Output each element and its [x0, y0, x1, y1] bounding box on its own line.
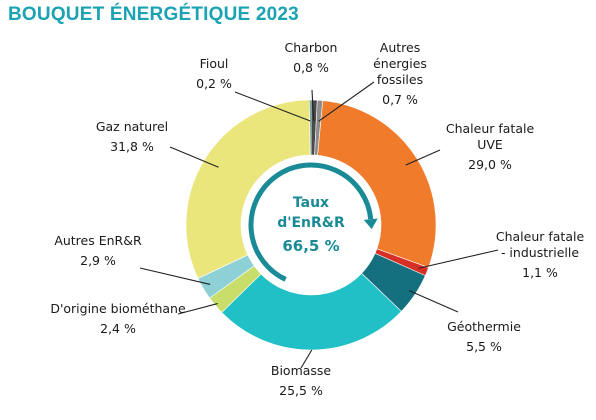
leader-line-gaz-naturel [169, 146, 219, 168]
label-fioul: Fioul [200, 56, 229, 71]
leader-line-chaleur-fatale-industrielle [418, 249, 499, 269]
label-autres-energies-fossiles-line1: Autres [380, 40, 420, 55]
leader-line-autres-energies-fossiles [318, 81, 375, 122]
label-autres-energies-fossiles-line2: énergies [373, 56, 427, 71]
leader-line-geothermie [408, 290, 459, 313]
center-group: Taux d'EnR&R 66,5 % [248, 162, 378, 282]
value-biomasse: 25,5 % [279, 383, 323, 398]
leader-line-biomasse [300, 349, 313, 369]
center-value: 66,5 % [282, 237, 339, 255]
label-biomasse: Biomasse [271, 363, 332, 378]
slices-group [185, 99, 437, 351]
value-gaz-naturel: 31,8 % [110, 139, 154, 154]
label-gaz-naturel: Gaz naturel [96, 119, 168, 134]
label-d-origine-biomethane: D'origine biométhane [50, 301, 186, 316]
value-chaleur-fatale-uve: 29,0 % [468, 157, 512, 172]
slice-gaz-naturel [185, 99, 311, 279]
center-title-line1: Taux [293, 195, 329, 211]
slice-fioul [309, 99, 312, 156]
leader-line-charbon [311, 89, 315, 122]
leader-line-chaleur-fatale-uve [405, 149, 441, 166]
value-autres-enr-r: 2,9 % [80, 253, 116, 268]
chart-title: BOUQUET ÉNERGÉTIQUE 2023 [8, 4, 299, 25]
slice-biomasse [221, 272, 402, 351]
value-geothermie: 5,5 % [466, 339, 502, 354]
leader-line-autres-enr-r [139, 267, 211, 285]
leader-line-fioul [234, 91, 311, 122]
label-geothermie: Géothermie [447, 319, 521, 334]
center-title-line2: d'EnR&R [277, 215, 345, 231]
value-fioul: 0,2 % [196, 76, 232, 91]
value-charbon: 0,8 % [293, 60, 329, 75]
label-charbon: Charbon [285, 40, 338, 55]
leader-line-d-origine-biomethane [177, 303, 218, 315]
slice-chaleur-fatale-uve [317, 100, 437, 268]
value-autres-energies-fossiles: 0,7 % [382, 92, 418, 107]
label-chaleur-fatale-uve-line1: Chaleur fatale [446, 121, 535, 136]
leader-lines-group [139, 81, 499, 369]
label-autres-enr-r: Autres EnR&R [54, 233, 142, 248]
label-chaleur-fatale-industrielle-line2: - industrielle [501, 245, 579, 260]
label-chaleur-fatale-uve-line2: UVE [477, 137, 503, 152]
label-autres-energies-fossiles-line3: fossiles [377, 72, 423, 87]
renewable-ring-arrow-icon [363, 218, 378, 230]
renewable-ring [248, 162, 374, 282]
value-chaleur-fatale-industrielle: 1,1 % [522, 265, 558, 280]
value-d-origine-biomethane: 2,4 % [100, 321, 136, 336]
label-chaleur-fatale-industrielle-line1: Chaleur fatale [496, 229, 585, 244]
